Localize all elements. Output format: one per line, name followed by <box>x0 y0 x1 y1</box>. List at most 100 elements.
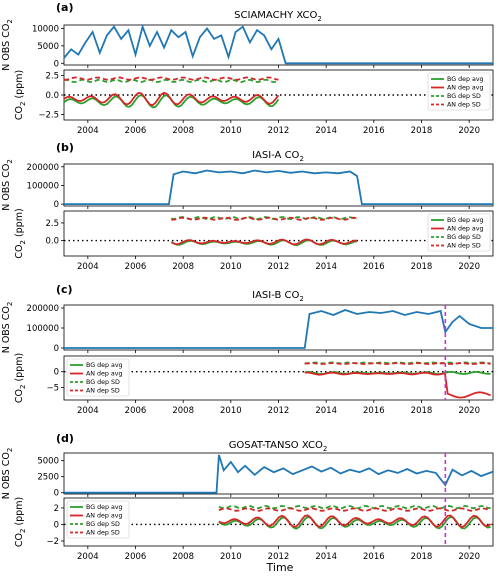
panel-3-top-ylabel: N OBS CO2 <box>1 302 14 354</box>
panel-2-legend-box <box>427 213 491 252</box>
svg-text:CO2 (ppm): CO2 (ppm) <box>14 70 27 120</box>
panel-4-xtick-label: 2006 <box>125 552 147 562</box>
panel-4-top-ytick-label: 0 <box>54 489 59 499</box>
panel-3-xtick-label: 2020 <box>458 406 480 416</box>
panel-3-letter: (c) <box>56 283 73 296</box>
panel-4-letter: (d) <box>56 432 74 445</box>
panel-3-an-avg-line <box>304 371 491 399</box>
panel-2-legend-label: AN dep avg <box>447 226 483 233</box>
panel-1-legend-label: AN dep avg <box>447 85 483 92</box>
panel-2-legend-label: AN dep SD <box>447 243 481 250</box>
panel-1-xtick-label: 2016 <box>363 126 385 136</box>
panel-4-xtick-label: 2018 <box>411 552 433 562</box>
panel-2-letter: (b) <box>56 141 74 154</box>
panel-1-xtick-label: 2006 <box>125 126 147 136</box>
panel-3-top-frame <box>63 304 494 351</box>
panel-3-title: IASI-B CO2 <box>252 290 304 303</box>
panel-1-legend-label: BG dep avg <box>447 76 484 83</box>
panel-4-xtick-label: 2016 <box>363 552 385 562</box>
panel-2-xtick-label: 2020 <box>458 262 480 272</box>
panel-3-legend-box <box>66 358 130 397</box>
svg-text:CO2 (ppm): CO2 (ppm) <box>14 497 27 547</box>
panel-4-bottom-ytick-label: 0 <box>54 520 59 530</box>
svg-text:N OBS CO2: N OBS CO2 <box>1 448 14 500</box>
panel-3-xtick-label: 2004 <box>77 406 99 416</box>
panel-2-top-ylabel: N OBS CO2 <box>1 159 14 211</box>
panel-4-top-ytick-label: 5000 <box>37 457 59 467</box>
panel-3-bottom-ytick-label: −5 <box>46 383 59 393</box>
panel-1-xtick-label: 2014 <box>315 126 337 136</box>
panel-4-xtick-label: 2020 <box>458 552 480 562</box>
panel-2-xtick-label: 2014 <box>315 262 337 272</box>
panel-3-xtick-label: 2012 <box>268 406 290 416</box>
panel-1-an-avg-line <box>63 91 280 107</box>
panel-4-bottom-ytick-label: −2 <box>46 537 59 547</box>
svg-text:CO2 (ppm): CO2 (ppm) <box>14 353 27 403</box>
panel-4-title: GOSAT-TANSO XCO2 <box>229 440 328 453</box>
panel-1-xtick-label: 2010 <box>220 126 242 136</box>
panel-4-xtick-label: 2010 <box>220 552 242 562</box>
panel-3-nobs-line <box>64 309 493 349</box>
panel-1-bg-sd-line <box>63 78 279 84</box>
panel-3-top-ytick-label: 100000 <box>27 324 59 334</box>
panel-2-xtick-label: 2006 <box>125 262 147 272</box>
panel-4-legend-label: AN dep avg <box>86 513 122 520</box>
panel-3-legend-label: BG dep avg <box>86 362 123 369</box>
panel-2-bottom-ytick-label: 2.5 <box>45 219 59 229</box>
panel-1-title: SCIAMACHY XCO2 <box>234 10 322 23</box>
panel-4-xtick-label: 2012 <box>268 552 290 562</box>
panel-4-legend-label: AN dep SD <box>86 530 120 537</box>
panel-1-legend-box <box>427 72 491 111</box>
panel-4-bottom-ytick-label: 2 <box>54 504 59 514</box>
panel-3-xtick-label: 2014 <box>315 406 337 416</box>
panel-4-xtick-label: 2008 <box>172 552 194 562</box>
panel-1-top-ytick-label: 5000 <box>37 42 59 52</box>
panel-1-xtick-label: 2020 <box>458 126 480 136</box>
svg-text:N OBS CO2: N OBS CO2 <box>1 159 14 211</box>
panel-4-bottom-ylabel: CO2 (ppm) <box>14 497 27 547</box>
panel-2-xtick-label: 2016 <box>363 262 385 272</box>
panel-2-legend-label: BG dep avg <box>447 217 484 224</box>
panel-1-bottom-ytick-label: −2.5 <box>38 111 59 121</box>
panel-4-xtick-label: 2004 <box>77 552 99 562</box>
panel-3-bottom-ytick-label: 0 <box>54 368 59 378</box>
panel-3-bottom-ylabel: CO2 (ppm) <box>14 353 27 403</box>
panel-2-top-ytick-label: 0 <box>54 200 59 210</box>
panel-1-top-ytick-label: 10000 <box>32 24 59 34</box>
panel-3-legend-label: BG dep SD <box>86 379 120 386</box>
panel-1-top-ylabel: N OBS CO2 <box>1 19 14 71</box>
panel-1-an-sd-line <box>64 76 279 81</box>
panel-4-an-sd-line <box>218 507 491 512</box>
panel-4-an-avg-line <box>218 514 492 529</box>
panel-1-xtick-label: 2008 <box>172 126 194 136</box>
panel-3-top-ytick-label: 0 <box>54 344 59 354</box>
panel-4-nobs-line <box>64 454 494 494</box>
panel-3-xtick-label: 2006 <box>125 406 147 416</box>
svg-text:N OBS CO2: N OBS CO2 <box>1 302 14 354</box>
panel-4-top-ylabel: N OBS CO2 <box>1 448 14 500</box>
panel-1-bottom-ylabel: CO2 (ppm) <box>14 70 27 120</box>
svg-text:N OBS CO2: N OBS CO2 <box>1 19 14 71</box>
panel-2-bottom-ytick-label: 0.0 <box>45 237 59 247</box>
panel-2-xtick-label: 2012 <box>268 262 290 272</box>
panel-2-legend-label: BG dep SD <box>447 234 481 241</box>
panel-4-xtick-label: 2014 <box>315 552 337 562</box>
panel-3-xtick-label: 2016 <box>363 406 385 416</box>
panel-2-xtick-label: 2018 <box>411 262 433 272</box>
panel-3-legend-label: AN dep SD <box>86 388 120 395</box>
panel-4-legend-label: BG dep avg <box>86 504 123 511</box>
panel-2-bottom-ylabel: CO2 (ppm) <box>14 208 27 258</box>
panel-1-bottom-ytick-label: 2.5 <box>45 71 59 81</box>
panel-2-an-avg-line <box>170 238 358 246</box>
panel-2-xtick-label: 2008 <box>172 262 194 272</box>
panel-3-an-sd-line <box>304 362 491 365</box>
panel-4-legend-box <box>66 500 130 539</box>
panel-3-xtick-label: 2018 <box>411 406 433 416</box>
panel-2-bg-sd-line <box>171 216 358 221</box>
panel-2-top-ytick-label: 100000 <box>27 181 59 191</box>
panel-1-legend-label: AN dep SD <box>447 102 481 109</box>
panel-1-xtick-label: 2004 <box>77 126 99 136</box>
